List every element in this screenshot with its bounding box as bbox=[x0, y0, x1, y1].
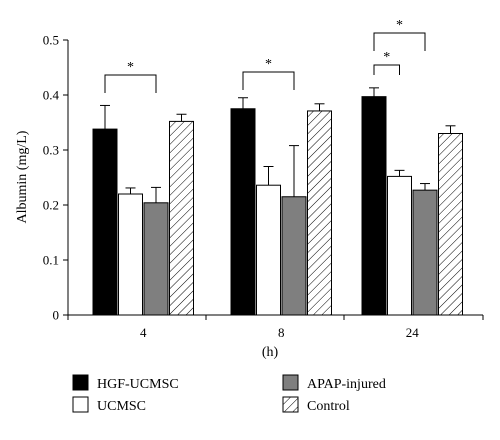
bar bbox=[143, 202, 169, 316]
significance-bracket bbox=[373, 64, 400, 75]
y-tick-label: 0.1 bbox=[43, 253, 59, 268]
legend-label: UCMSC bbox=[97, 399, 146, 414]
bar bbox=[169, 120, 194, 316]
x-axis-title: (h) bbox=[262, 345, 279, 360]
significance-label: * bbox=[265, 57, 272, 72]
bar bbox=[387, 175, 412, 316]
legend-swatch bbox=[72, 374, 89, 391]
legend-swatch bbox=[282, 396, 299, 413]
legend-swatch bbox=[282, 374, 299, 391]
bar bbox=[438, 133, 463, 316]
bar bbox=[230, 108, 256, 316]
legend-label: Control bbox=[307, 399, 350, 414]
y-tick-label: 0 bbox=[53, 308, 60, 323]
significance-bracket bbox=[242, 71, 295, 90]
significance-label: * bbox=[127, 60, 134, 75]
legend-swatch bbox=[72, 396, 89, 413]
bar bbox=[92, 128, 118, 316]
y-axis-title: Albumin (mg/L) bbox=[15, 130, 30, 223]
legend: HGF-UCMSC UCMSC APAP-injured Control bbox=[72, 374, 386, 414]
significance-label: * bbox=[383, 50, 390, 65]
bar bbox=[281, 196, 307, 316]
x-tick-label: 8 bbox=[278, 325, 285, 340]
y-tick-label: 0.3 bbox=[43, 143, 59, 158]
y-tick-label: 0.5 bbox=[43, 33, 59, 48]
bar bbox=[307, 110, 332, 316]
y-tick-label: 0.2 bbox=[43, 198, 59, 213]
bar bbox=[412, 189, 438, 316]
significance-bracket bbox=[104, 74, 157, 93]
y-tick-label: 0.4 bbox=[43, 88, 60, 103]
significance-label: * bbox=[396, 18, 403, 33]
x-tick-label: 24 bbox=[406, 325, 420, 340]
legend-label: APAP-injured bbox=[307, 377, 386, 392]
x-tick-label: 4 bbox=[140, 325, 147, 340]
bar bbox=[118, 193, 143, 316]
bar bbox=[361, 96, 387, 316]
significance-bracket bbox=[373, 32, 426, 51]
bar bbox=[256, 184, 281, 316]
legend-label: HGF-UCMSC bbox=[97, 377, 179, 392]
